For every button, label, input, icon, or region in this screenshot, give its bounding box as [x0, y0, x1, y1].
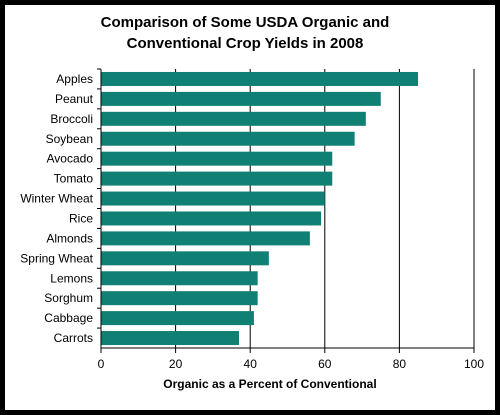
category-label: Lemons [50, 271, 93, 285]
bars-group [101, 71, 419, 346]
bar [101, 91, 381, 106]
category-label: Peanut [55, 92, 94, 106]
x-tick-label: 100 [464, 357, 484, 371]
x-tick-label: 40 [244, 357, 258, 371]
bar [101, 251, 269, 266]
chart-title-line-1: Comparison of Some USDA Organic and [101, 14, 390, 31]
chart-title-line-2: Conventional Crop Yields in 2008 [127, 35, 364, 52]
category-label: Sorghum [44, 291, 93, 305]
bar [101, 171, 333, 186]
category-label: Carrots [54, 331, 93, 345]
bar [101, 271, 258, 286]
bar-chart: Comparison of Some USDA Organic and Conv… [20, 14, 485, 391]
category-labels: Apples Peanut Broccoli Soybean Avocado Tomato… [20, 72, 93, 345]
category-label: Avocado [47, 152, 94, 166]
category-label: Spring Wheat [20, 251, 93, 265]
category-label: Apples [56, 72, 93, 86]
category-label: Soybean [46, 132, 93, 146]
gridlines [175, 69, 475, 348]
x-tick-label: 60 [318, 357, 332, 371]
bar [101, 71, 419, 86]
category-label: Broccoli [50, 112, 93, 126]
bar [101, 131, 355, 146]
category-label: Tomato [54, 172, 94, 186]
x-axis-title: Organic as a Percent of Conventional [163, 377, 376, 391]
x-tick-labels: 0 20 40 60 80 100 [98, 357, 485, 371]
category-label: Almonds [46, 231, 93, 245]
chart-title: Comparison of Some USDA Organic and Conv… [101, 14, 390, 52]
bar [101, 191, 325, 206]
bar [101, 231, 310, 246]
x-tick-label: 20 [169, 357, 183, 371]
category-label: Rice [69, 211, 93, 225]
bar [101, 111, 366, 126]
axes [97, 68, 475, 353]
bar [101, 331, 240, 346]
x-tick-label: 80 [393, 357, 407, 371]
category-label: Winter Wheat [20, 192, 93, 206]
bar [101, 311, 254, 326]
bar [101, 151, 333, 166]
bar [101, 291, 258, 306]
bar [101, 211, 322, 226]
x-tick-label: 0 [98, 357, 105, 371]
category-label: Cabbage [44, 311, 93, 325]
